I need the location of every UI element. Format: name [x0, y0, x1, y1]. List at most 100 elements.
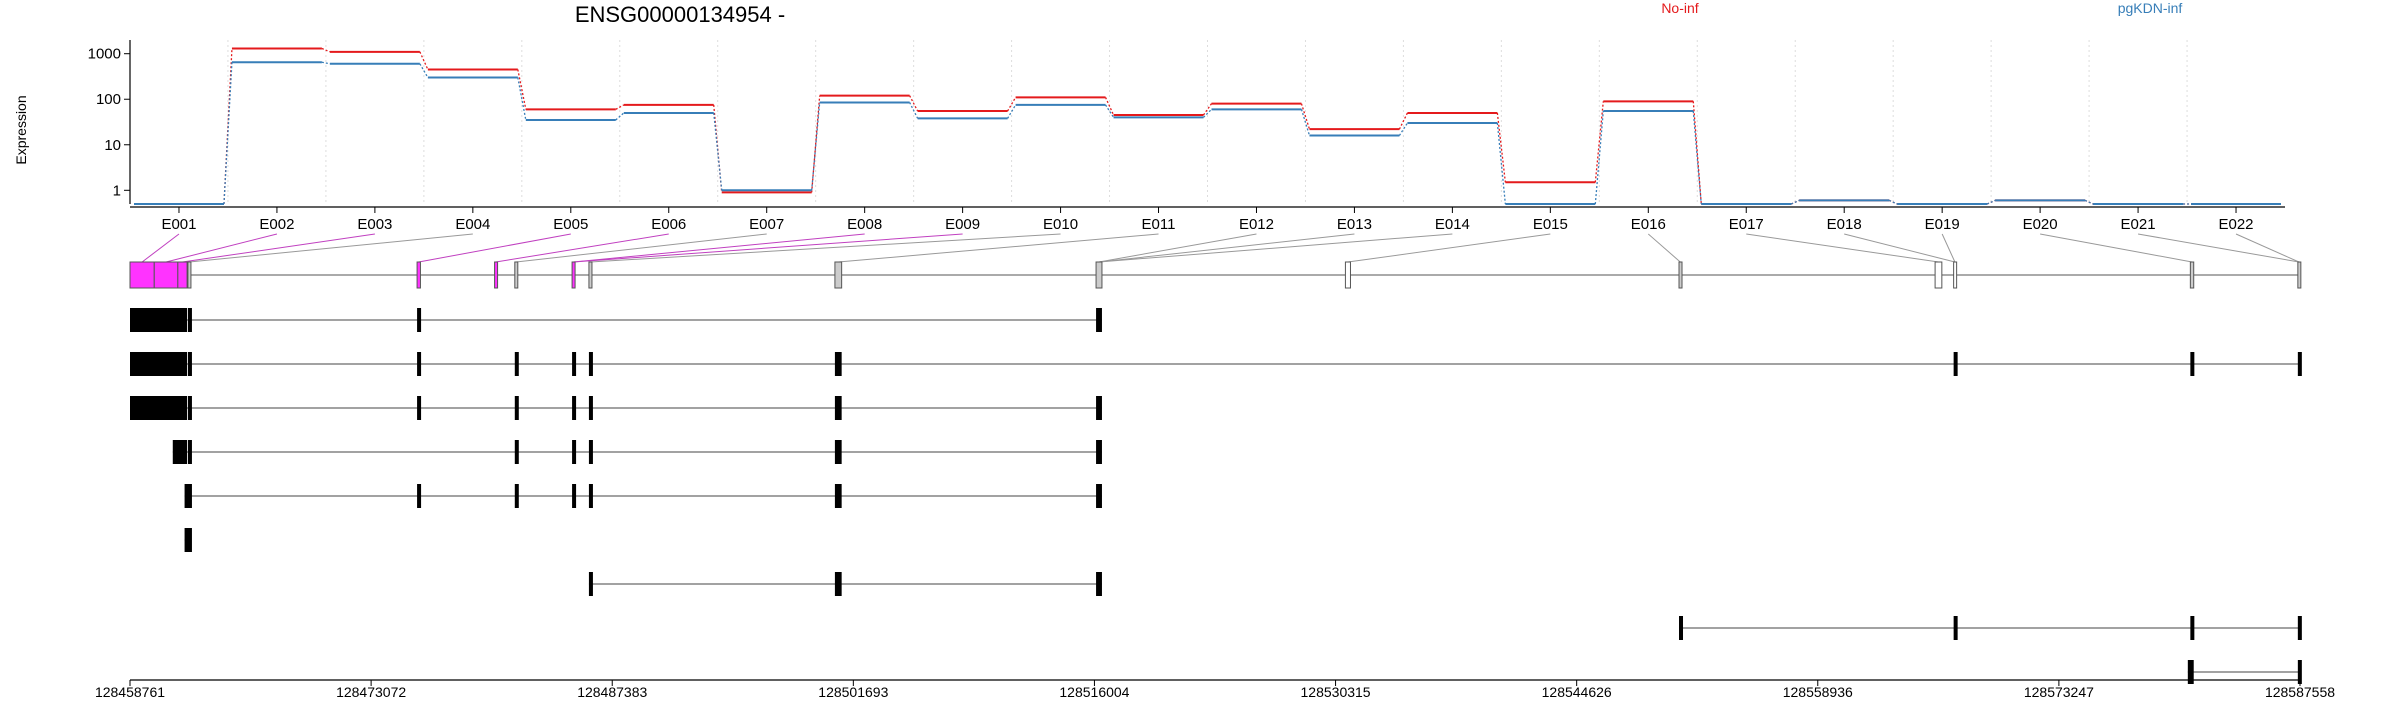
exon-connector — [1098, 233, 1453, 263]
gene-model-exon — [1678, 261, 1683, 289]
series-connector-no-inf — [1398, 112, 1408, 130]
x-tick-label: E014 — [1435, 216, 1470, 233]
x-tick-label: E001 — [161, 216, 196, 233]
x-tick-label: E006 — [651, 216, 686, 233]
x-tick-label: E010 — [1043, 216, 1078, 233]
gene-model-exon — [177, 261, 188, 289]
transcript-exon — [417, 308, 422, 332]
gene-model-exon — [1095, 261, 1103, 289]
exon-connector — [1098, 233, 1355, 263]
gene-model-exon — [588, 261, 593, 289]
exon-connector — [182, 233, 375, 263]
series-connector-pgkdn-inf — [517, 77, 527, 121]
x-tick-label: E008 — [847, 216, 882, 233]
legend-pgkdn-inf: pgKDN-inf — [2118, 0, 2183, 16]
transcript-exon — [187, 528, 192, 552]
x-tick-label: E007 — [749, 216, 784, 233]
transcript-exon — [514, 352, 519, 376]
series-connector-no-inf — [419, 51, 429, 70]
transcript-exon — [187, 484, 192, 508]
series-connector-no-inf — [1007, 97, 1017, 112]
x-tick-label: E011 — [1142, 216, 1176, 233]
transcript-exon — [2297, 352, 2302, 376]
transcript-exon — [588, 396, 593, 420]
series-connector-no-inf — [1594, 101, 1604, 183]
gene-model-exon — [129, 261, 155, 289]
genomic-tick-label: 128544626 — [1542, 684, 1612, 700]
series-connector-pgkdn-inf — [615, 112, 625, 121]
x-tick-label: E019 — [1925, 216, 1960, 233]
expression-series — [134, 47, 2281, 205]
x-tick-label: E016 — [1631, 216, 1666, 233]
transcript-exon — [417, 352, 422, 376]
exon-connector — [1844, 233, 1956, 263]
transcript-exon — [187, 352, 192, 376]
transcript-exon — [834, 484, 842, 508]
series-connector-pgkdn-inf — [223, 62, 233, 205]
transcript-exon — [2187, 660, 2194, 684]
transcript-exon — [130, 352, 188, 376]
series-connector-no-inf — [811, 95, 821, 193]
gene-model-exon — [571, 261, 576, 289]
series-connector-no-inf — [909, 95, 919, 112]
transcript-exon — [130, 396, 188, 420]
transcript-exon — [1096, 308, 1102, 332]
transcript-exon — [572, 352, 577, 376]
transcript-exon — [184, 528, 189, 552]
transcript-exon — [2297, 660, 2302, 684]
x-tick-label: E013 — [1337, 216, 1372, 233]
y-tick-label: 1 — [113, 182, 121, 199]
x-tick-label: E002 — [259, 216, 294, 233]
genomic-tick-label: 128530315 — [1301, 684, 1371, 700]
exon-connector — [1098, 233, 1257, 263]
series-connector-pgkdn-inf — [1594, 111, 1604, 205]
gene-model-exon — [1344, 261, 1351, 289]
gene-model-exon — [1934, 261, 1943, 289]
transcript-tracks — [129, 261, 2302, 684]
transcript-exon — [588, 440, 593, 464]
legend-no-inf: No-inf — [1661, 0, 1698, 16]
series-connector-pgkdn-inf — [1203, 108, 1212, 118]
series-connector-no-inf — [615, 104, 625, 110]
series-connector-pgkdn-inf — [1888, 199, 1898, 205]
series-connector-pgkdn-inf — [713, 112, 723, 191]
exon-connector — [838, 233, 1159, 263]
transcript-exon — [834, 572, 842, 596]
transcript-exon — [1096, 440, 1102, 464]
gene-model-exon — [514, 261, 519, 289]
transcript-exon — [834, 440, 842, 464]
x-tick-label: E003 — [357, 216, 392, 233]
transcript-exon — [2190, 352, 2195, 376]
series-connector-no-inf — [1300, 103, 1311, 130]
gene-model-exon — [834, 261, 843, 289]
x-tick-label: E012 — [1239, 216, 1274, 233]
exon-connector — [418, 233, 571, 263]
exon-connector — [516, 233, 767, 263]
transcript-exon — [130, 308, 188, 332]
y-axis-label: Expression — [13, 95, 29, 164]
x-tick-label: E017 — [1729, 216, 1764, 233]
x-tick-label: E018 — [1827, 216, 1862, 233]
transcript-exon — [1096, 572, 1102, 596]
exon-connector — [495, 233, 669, 263]
exon-connector — [573, 233, 963, 263]
series-connector-pgkdn-inf — [1398, 122, 1408, 136]
axes: 1 10 100 1000 E001 E002 E003 E004 E005 E006 E007 E0… — [88, 40, 2285, 233]
genomic-tick-label: 128558936 — [1783, 684, 1853, 700]
genomic-tick-label: 128473072 — [336, 684, 406, 700]
exon-connector-lines — [141, 233, 2300, 263]
transcript-exon — [572, 440, 577, 464]
y-tick-label: 1000 — [88, 46, 121, 63]
transcript-exon — [1953, 352, 1958, 376]
genomic-tick-label: 128487383 — [577, 684, 647, 700]
transcript-exon — [588, 352, 593, 376]
series-connector-pgkdn-inf — [1790, 199, 1800, 205]
chart-title: ENSG00000134954 - — [575, 2, 785, 27]
transcript-exon — [514, 440, 519, 464]
transcript-exon — [572, 396, 577, 420]
series-connector-pgkdn-inf — [1007, 104, 1017, 119]
series-connector-pgkdn-inf — [811, 102, 821, 191]
gene-model-exon — [2297, 261, 2302, 289]
transcript-exon — [417, 396, 422, 420]
